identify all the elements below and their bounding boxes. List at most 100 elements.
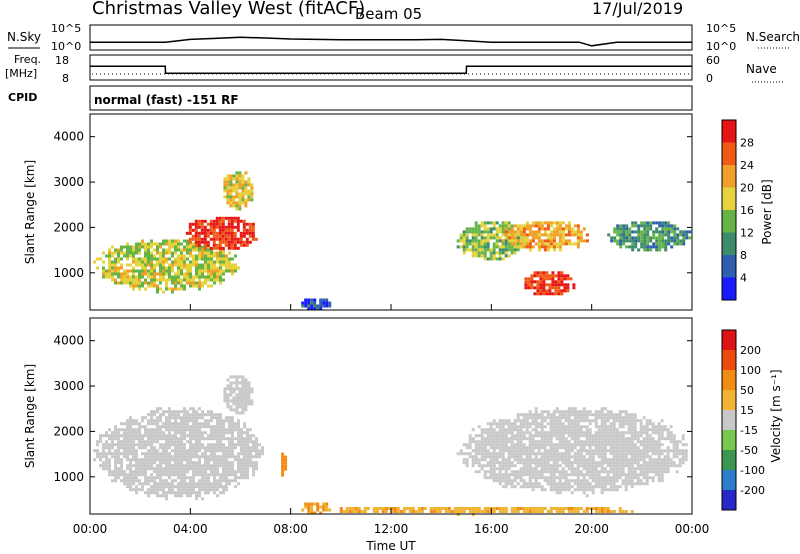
velocity-cell	[501, 507, 505, 510]
velocity-cell	[189, 458, 192, 462]
velocity-cell	[241, 375, 245, 379]
power-cell	[238, 195, 242, 199]
velocity-cell	[498, 510, 502, 513]
velocity-cell	[244, 390, 248, 394]
power-cell	[545, 289, 549, 293]
velocity-cell	[516, 510, 520, 513]
power-cell	[114, 260, 117, 264]
velocity-cell	[180, 422, 183, 426]
velocity-cell	[525, 452, 529, 456]
velocity-cell	[225, 446, 228, 450]
velocity-cell	[540, 452, 544, 456]
velocity-cell	[615, 443, 619, 447]
velocity-cell	[510, 425, 514, 429]
power-cell	[132, 260, 135, 264]
power-cell	[542, 277, 546, 281]
velocity-cell	[615, 419, 619, 423]
power-cell	[186, 239, 189, 243]
velocity-cell	[576, 413, 580, 417]
velocity-cell	[510, 422, 514, 426]
velocity-cell	[555, 458, 559, 462]
velocity-cell	[624, 443, 628, 447]
power-cell	[224, 216, 228, 220]
velocity-cell	[639, 479, 643, 483]
velocity-cell	[507, 425, 511, 429]
power-cell	[162, 239, 165, 243]
velocity-cell	[585, 494, 589, 498]
noise-left-tick-bottom: 10^0	[51, 40, 81, 53]
velocity-cell	[675, 464, 679, 468]
power-cell	[570, 230, 574, 234]
velocity-cell	[255, 467, 258, 471]
velocity-cell	[612, 431, 616, 435]
velocity-cell	[504, 473, 508, 477]
power-cell	[486, 248, 490, 252]
velocity-cell	[660, 419, 664, 423]
velocity-cell	[225, 464, 228, 468]
power-cell	[135, 242, 138, 246]
velocity-cell	[231, 437, 234, 441]
power-cell	[123, 275, 126, 279]
velocity-cell	[528, 458, 532, 462]
velocity-cell	[153, 446, 156, 450]
power-cell	[474, 236, 478, 240]
velocity-cell	[642, 476, 646, 480]
power-cell	[186, 242, 189, 246]
velocity-cell	[213, 452, 216, 456]
power-cell	[138, 278, 141, 282]
velocity-cell	[255, 461, 258, 465]
velocity-cell	[657, 464, 661, 468]
velocity-cell	[447, 510, 451, 513]
power-cell	[219, 272, 222, 276]
velocity-cell	[654, 425, 658, 429]
velocity-cell	[156, 452, 159, 456]
velocity-cell	[219, 416, 222, 420]
power-cell	[622, 233, 626, 237]
velocity-cell	[258, 443, 261, 447]
velocity-cell	[645, 464, 649, 468]
power-cell	[135, 269, 138, 273]
velocity-cell	[468, 455, 472, 459]
power-cell	[147, 284, 150, 288]
velocity-cell	[639, 467, 643, 471]
power-cell	[619, 245, 623, 249]
noise-right-tick-top: 10^5	[706, 22, 736, 35]
power-cell	[117, 260, 120, 264]
velocity-cell	[627, 428, 631, 432]
power-cell	[548, 289, 552, 293]
velocity-cell	[255, 452, 258, 456]
velocity-cell	[432, 510, 436, 513]
power-cell	[235, 204, 239, 208]
velocity-cell	[549, 425, 553, 429]
velocity-cell	[522, 479, 526, 483]
velocity-cell	[540, 458, 544, 462]
power-cell	[637, 236, 641, 240]
velocity-cell	[489, 431, 493, 435]
power-cell	[634, 236, 638, 240]
velocity-cell	[603, 443, 607, 447]
velocity-cell	[477, 440, 481, 444]
power-cell	[322, 304, 326, 308]
power-cell	[224, 228, 228, 232]
velocity-cell	[186, 410, 189, 414]
power-cell	[114, 269, 117, 273]
velocity-cell	[192, 461, 195, 465]
velocity-cell	[663, 461, 667, 465]
velocity-cell	[558, 482, 562, 486]
velocity-cell	[123, 434, 126, 438]
velocity-cell	[132, 482, 135, 486]
power-cell	[241, 198, 245, 202]
velocity-cell	[630, 443, 634, 447]
velocity-cell	[630, 440, 634, 444]
velocity-cell	[429, 510, 433, 513]
velocity-cell	[201, 482, 204, 486]
power-colorbar-tick: 24	[740, 159, 754, 172]
power-cell	[108, 260, 111, 264]
velocity-cell	[156, 491, 159, 495]
velocity-cell	[552, 434, 556, 438]
velocity-cell	[204, 464, 207, 468]
velocity-cell	[477, 449, 481, 453]
velocity-cell	[432, 507, 436, 510]
velocity-cell	[192, 488, 195, 492]
power-cell	[227, 228, 231, 232]
